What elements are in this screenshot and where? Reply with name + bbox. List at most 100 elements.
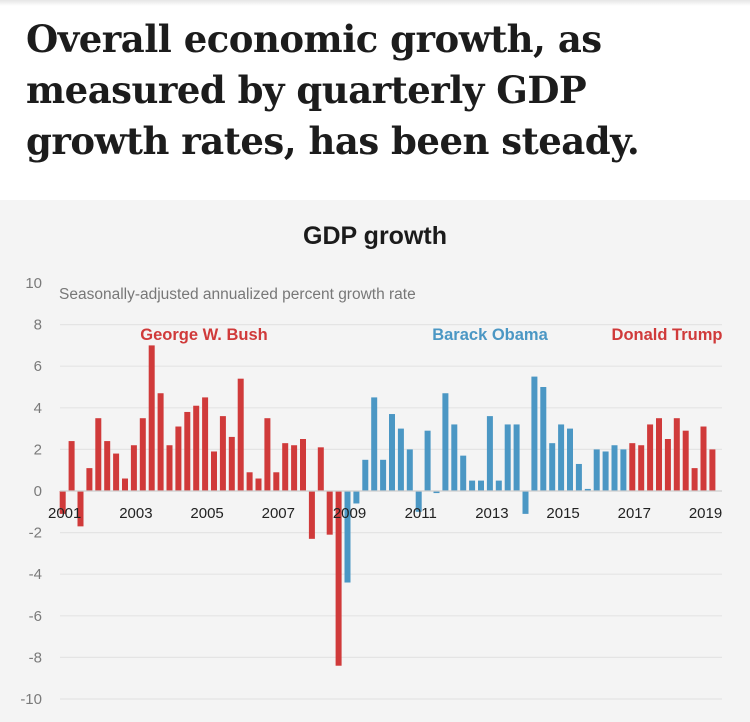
bar-barack-obama [531,376,538,491]
bar-barack-obama [593,449,600,491]
bar-barack-obama [540,387,547,491]
y-tick-label: -2 [29,525,42,542]
x-tick-label: 2011 [405,505,437,522]
bar-donald-trump [700,426,707,491]
x-tick-label: 2015 [546,505,579,522]
bar-george-w-bush [211,451,217,491]
bar-barack-obama [469,480,476,491]
top-shadow [0,0,750,6]
bar-barack-obama [380,459,387,491]
president-label: Barack Obama [432,326,548,344]
president-label: George W. Bush [140,326,267,344]
bar-barack-obama [620,449,627,491]
bar-donald-trump [638,445,645,491]
x-tick-label: 2001 [48,505,81,522]
bar-george-w-bush [157,393,164,491]
bar-george-w-bush [202,397,209,491]
bar-barack-obama [504,424,511,491]
bar-george-w-bush [255,478,262,491]
bar-barack-obama [575,463,582,491]
bar-barack-obama [424,430,431,491]
bar-george-w-bush [282,443,289,491]
bar-donald-trump [682,430,689,491]
bar-george-w-bush [291,445,298,491]
bar-george-w-bush [86,468,93,491]
y-tick-label: 2 [34,441,42,458]
bar-barack-obama [451,424,458,491]
bar-donald-trump [709,449,716,491]
bar-george-w-bush [59,491,66,514]
bar-donald-trump [629,443,636,491]
bar-barack-obama [602,451,609,491]
president-label: Donald Trump [612,326,723,344]
y-tick-label: 6 [34,358,42,375]
x-tick-label: 2013 [475,505,508,522]
bar-george-w-bush [246,472,253,491]
bar-george-w-bush [122,478,128,491]
bar-barack-obama [460,455,467,491]
bar-george-w-bush [237,378,244,491]
bar-donald-trump [664,439,671,491]
bar-george-w-bush [308,491,315,539]
bar-george-w-bush [300,439,306,491]
bar-george-w-bush [148,345,155,491]
bar-barack-obama [344,491,351,583]
bar-barack-obama [584,488,591,491]
bar-george-w-bush [95,418,102,491]
x-tick-label: 2005 [190,505,223,522]
bar-george-w-bush [104,441,111,491]
bar-barack-obama [415,491,422,512]
bar-donald-trump [656,418,662,491]
bar-george-w-bush [228,436,235,491]
y-tick-label: 0 [34,483,42,500]
bar-george-w-bush [68,441,75,491]
bar-george-w-bush [326,491,333,535]
bar-barack-obama [406,449,413,491]
x-tick-label: 2017 [618,505,651,522]
bar-barack-obama [495,480,502,491]
x-tick-label: 2019 [689,505,722,522]
chart-subtitle: Seasonally-adjusted annualized percent g… [59,286,416,303]
bar-george-w-bush [273,472,280,491]
headline: Overall economic growth, as measured by … [26,17,640,163]
bar-barack-obama [513,424,520,491]
bar-barack-obama [478,480,484,491]
bar-barack-obama [353,491,360,504]
bar-george-w-bush [175,426,182,491]
bar-george-w-bush [139,418,146,491]
bar-barack-obama [567,428,573,491]
bar-george-w-bush [166,445,173,491]
y-tick-label: -6 [29,608,42,625]
bar-barack-obama [397,428,404,491]
bar-barack-obama [522,491,529,514]
bar-barack-obama [433,491,440,494]
bar-barack-obama [549,443,556,491]
bar-george-w-bush [77,491,84,527]
president-labels: George W. Bush Barack Obama Donald Trump [140,326,722,344]
bar-barack-obama [611,445,618,491]
bar-george-w-bush [335,491,342,666]
bar-donald-trump [673,418,680,491]
bar-barack-obama [362,459,369,491]
bar-george-w-bush [113,453,120,491]
bar-george-w-bush [317,447,324,491]
y-tick-label: -4 [29,566,42,583]
bar-barack-obama [558,424,565,491]
y-axis-ticks: 10 8 6 4 2 0 -2 -4 -6 -8 -10 [20,275,42,708]
bar-donald-trump [691,468,698,491]
bar-george-w-bush [264,418,271,491]
x-tick-label: 2009 [333,505,366,522]
x-tick-label: 2003 [119,505,152,522]
chart-title: GDP growth [303,222,447,250]
bar-barack-obama [486,416,493,491]
bar-donald-trump [647,424,654,491]
bars [59,345,716,666]
bar-barack-obama [442,393,449,491]
bar-george-w-bush [130,445,137,491]
y-tick-label: 4 [34,400,42,417]
bar-barack-obama [389,414,395,491]
bar-george-w-bush [184,411,191,491]
x-axis-ticks: 2001 2003 2005 2007 2009 2011 2013 2015 2017 2019 [48,505,722,522]
y-tick-label: 10 [25,275,42,292]
